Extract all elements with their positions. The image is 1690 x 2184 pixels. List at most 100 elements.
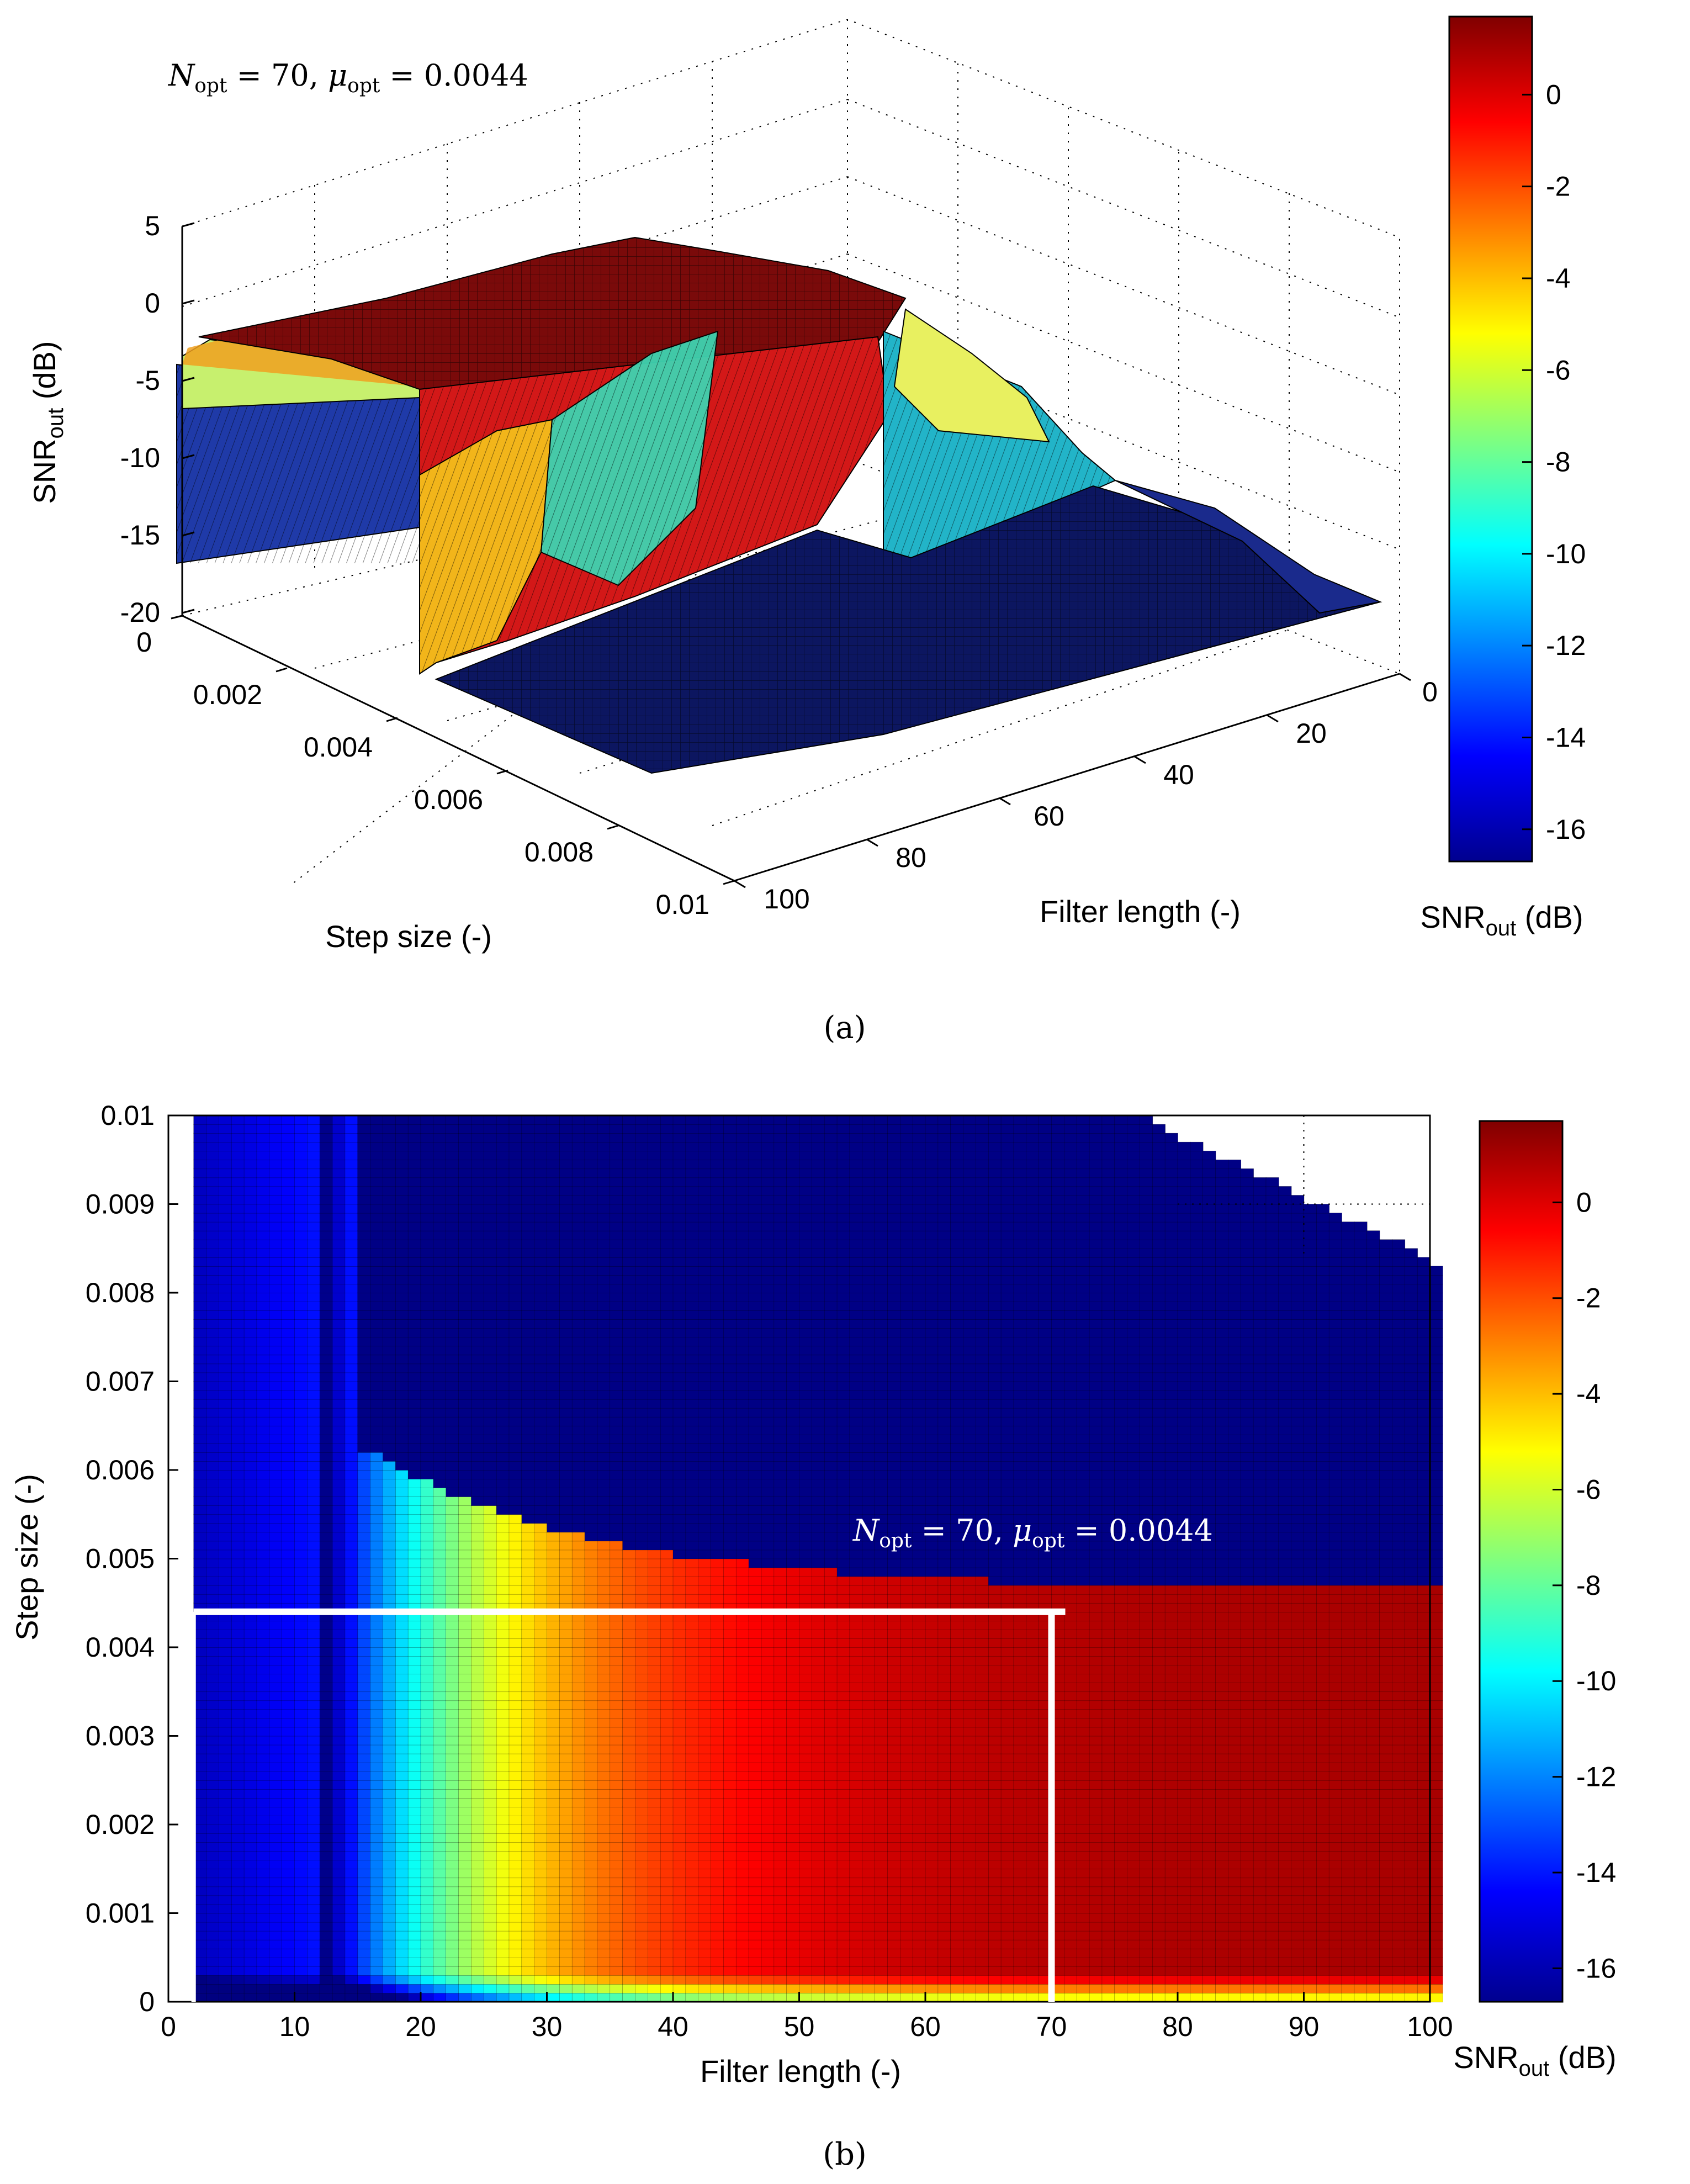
heatmap-cell <box>319 1336 333 1347</box>
heatmap-cell <box>256 1550 270 1559</box>
heatmap-cell <box>370 1469 384 1479</box>
heatmap-cell <box>635 1931 649 1940</box>
heatmap-cell <box>761 1177 775 1187</box>
heatmap-cell <box>395 1585 409 1595</box>
heatmap-cell <box>307 1301 320 1311</box>
heatmap-cell <box>307 1372 320 1382</box>
heatmap-cell <box>672 1355 686 1365</box>
heatmap-cell <box>774 1487 787 1497</box>
heatmap-cell <box>294 1727 308 1737</box>
heatmap-cell <box>420 1452 434 1462</box>
heatmap-cell <box>446 1239 459 1249</box>
heatmap-cell <box>332 1718 346 1728</box>
heatmap-cell <box>345 1682 358 1693</box>
heatmap-cell <box>547 1673 560 1683</box>
heatmap-cell <box>672 1992 686 2002</box>
heatmap-cell <box>672 1744 686 1754</box>
heatmap-cell <box>357 1984 371 1993</box>
heatmap-cell <box>420 1824 434 1834</box>
heatmap-cell <box>672 1700 686 1710</box>
heatmap-cell <box>685 1797 699 1807</box>
heatmap-cell <box>332 1886 346 1896</box>
heatmap-cell <box>307 1895 320 1905</box>
heatmap-cell <box>748 1390 762 1400</box>
heatmap-cell <box>370 1638 384 1648</box>
heatmap-cell <box>345 1868 358 1879</box>
heatmap-cell <box>243 1461 257 1471</box>
heatmap-cell <box>547 1230 560 1240</box>
heatmap-cell <box>799 1301 813 1311</box>
heatmap-cell <box>761 1744 775 1754</box>
heatmap-cell <box>672 1691 686 1701</box>
heatmap-cell <box>799 1904 813 1914</box>
heatmap-cell <box>193 1443 207 1453</box>
heatmap-cell <box>395 1292 409 1302</box>
heatmap-cell <box>433 1443 447 1453</box>
heatmap-cell <box>571 1363 585 1373</box>
heatmap-cell <box>672 1292 686 1302</box>
heatmap-cell <box>332 1372 346 1382</box>
heatmap-cell <box>433 1301 447 1311</box>
heatmap-cell <box>597 1567 611 1577</box>
heatmap-cell <box>748 1984 762 1993</box>
heatmap-cell <box>735 1762 749 1772</box>
heatmap-cell <box>534 1168 548 1178</box>
heatmap-cell <box>206 1141 220 1151</box>
heatmap-cell <box>799 1550 813 1559</box>
heatmap-cell <box>547 1895 560 1905</box>
heatmap-cell <box>496 1310 510 1320</box>
heatmap-cell <box>547 1576 560 1586</box>
heatmap-cell <box>219 1514 232 1524</box>
heatmap-cell <box>685 1487 699 1497</box>
heatmap-cell <box>294 1372 308 1382</box>
heatmap-cell <box>471 1762 485 1772</box>
heatmap-cell <box>698 1824 712 1834</box>
heatmap-cell <box>319 1115 333 1125</box>
heatmap-cell <box>433 1355 447 1365</box>
heatmap-cell <box>206 1478 220 1488</box>
heatmap-cell <box>761 1434 775 1444</box>
heatmap-cell <box>307 1975 320 1985</box>
heatmap-cell <box>648 1346 661 1356</box>
heatmap-cell <box>685 1469 699 1479</box>
heatmap-cell <box>698 1390 712 1400</box>
heatmap-cell <box>735 1416 749 1426</box>
heatmap-cell <box>282 1550 295 1559</box>
heatmap-cell <box>256 1948 270 1958</box>
heatmap-cell <box>584 1434 598 1444</box>
heatmap-cell <box>711 1150 724 1161</box>
heatmap-cell <box>357 1992 371 2002</box>
heatmap-cell <box>345 1948 358 1958</box>
heatmap-cell <box>597 1709 611 1719</box>
heatmap-cell <box>735 1283 749 1293</box>
heatmap-cell <box>256 1363 270 1373</box>
heatmap-cell <box>521 1487 535 1497</box>
heatmap-cell <box>471 1204 485 1214</box>
heatmap-cell <box>483 1576 497 1586</box>
heatmap-cell <box>471 1487 485 1497</box>
heatmap-cell <box>407 1487 421 1497</box>
heatmap-cell <box>219 1461 232 1471</box>
heatmap-cell <box>672 1815 686 1825</box>
heatmap-cell <box>231 1177 245 1187</box>
heatmap-cell <box>774 1931 787 1940</box>
heatmap-cell <box>723 1948 737 1958</box>
heatmap-cell <box>648 1381 661 1391</box>
heatmap-cell <box>458 1673 472 1683</box>
heatmap-cell <box>786 1266 800 1276</box>
heatmap-cell <box>319 1567 333 1577</box>
heatmap-cell <box>370 1585 384 1595</box>
heatmap-cell <box>584 1833 598 1843</box>
heatmap-cell <box>799 1372 813 1382</box>
heatmap-cell <box>799 1886 813 1896</box>
heatmap-cell <box>774 1709 787 1719</box>
heatmap-cell <box>698 1124 712 1134</box>
heatmap-cell <box>319 1850 333 1860</box>
heatmap-cell <box>672 1532 686 1542</box>
heatmap-cell <box>332 1355 346 1365</box>
heatmap-cell <box>723 1221 737 1231</box>
heatmap-cell <box>458 1177 472 1187</box>
heatmap-cell <box>672 1762 686 1772</box>
heatmap-cell <box>282 1478 295 1488</box>
heatmap-cell <box>672 1416 686 1426</box>
